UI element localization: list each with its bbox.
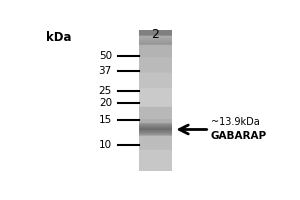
Text: kDa: kDa [46, 31, 71, 44]
Text: 15: 15 [99, 115, 112, 125]
Text: ~13.9kDa: ~13.9kDa [211, 117, 260, 127]
Text: 20: 20 [99, 98, 112, 108]
Text: 2: 2 [151, 28, 159, 41]
Text: 25: 25 [99, 86, 112, 96]
Text: 10: 10 [99, 140, 112, 150]
Text: GABARAP: GABARAP [211, 131, 267, 141]
Text: 50: 50 [99, 51, 112, 61]
Text: 37: 37 [99, 66, 112, 76]
